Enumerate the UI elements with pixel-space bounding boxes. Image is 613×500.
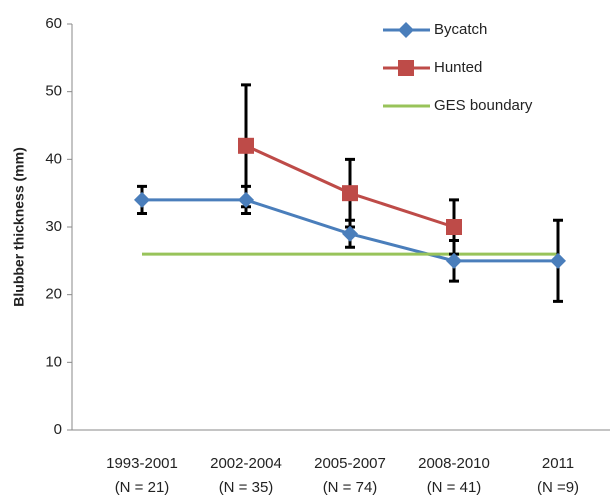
- x-tick-label: 2005-2007: [314, 455, 386, 472]
- legend-marker: [398, 60, 414, 76]
- point: [342, 185, 358, 202]
- x-tick-label: 1993-2001: [106, 455, 178, 472]
- x-tick-sublabel: (N = 21): [115, 479, 170, 496]
- x-tick-sublabel: (N = 74): [323, 479, 378, 496]
- point: [342, 225, 358, 242]
- x-tick-sublabel: (N =9): [537, 479, 579, 496]
- y-tick-label: 10: [45, 353, 62, 370]
- legend-marker: [398, 22, 414, 38]
- legend-label: GES boundary: [434, 97, 533, 114]
- y-tick-label: 50: [45, 83, 62, 100]
- point: [134, 191, 150, 208]
- x-tick-label: 2008-2010: [418, 455, 490, 472]
- legend-label: Hunted: [434, 59, 482, 76]
- y-tick-label: 20: [45, 286, 62, 303]
- x-tick-sublabel: (N = 35): [219, 479, 274, 496]
- legend-label: Bycatch: [434, 21, 487, 38]
- y-tick-label: 60: [45, 15, 62, 32]
- point: [446, 219, 462, 235]
- y-tick-label: 0: [54, 421, 62, 438]
- point: [446, 252, 462, 269]
- x-tick-label: 2011: [542, 455, 574, 472]
- y-tick-label: 30: [45, 218, 62, 235]
- point: [238, 137, 254, 154]
- x-tick-label: 2002-2004: [210, 455, 282, 472]
- point: [550, 252, 566, 269]
- x-tick-sublabel: (N = 41): [427, 479, 482, 496]
- y-tick-label: 40: [45, 150, 62, 167]
- y-axis-label: Blubber thickness (mm): [11, 147, 27, 306]
- point: [238, 191, 254, 208]
